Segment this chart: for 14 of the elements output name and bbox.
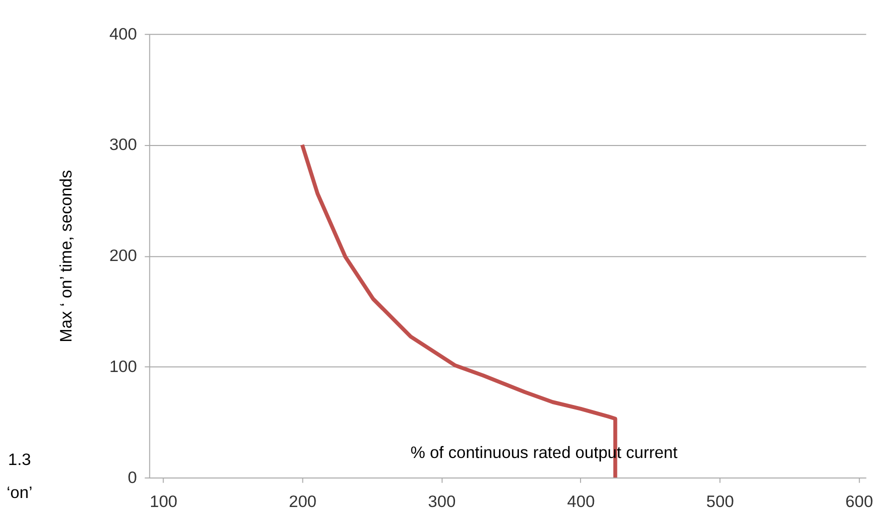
x-tick-label: 500 — [706, 492, 734, 512]
x-tick-label: 200 — [288, 492, 317, 512]
y-tick-label: 200 — [109, 246, 137, 266]
text: ‘on’ — [6, 482, 32, 502]
x-tick-label: 300 — [428, 492, 456, 512]
y-tick-label: 400 — [109, 24, 137, 44]
x-tick-label: 100 — [150, 492, 178, 512]
y-tick-label: 300 — [109, 135, 137, 154]
x-tick-label: 400 — [567, 492, 595, 512]
y-tick-label: 0 — [128, 468, 137, 487]
x-tick-label: 600 — [845, 492, 874, 512]
y-axis-title: Max ‘ on’ time, seconds — [56, 170, 76, 342]
text: 1.3 — [8, 450, 32, 469]
y-tick-label: 100 — [109, 356, 137, 376]
